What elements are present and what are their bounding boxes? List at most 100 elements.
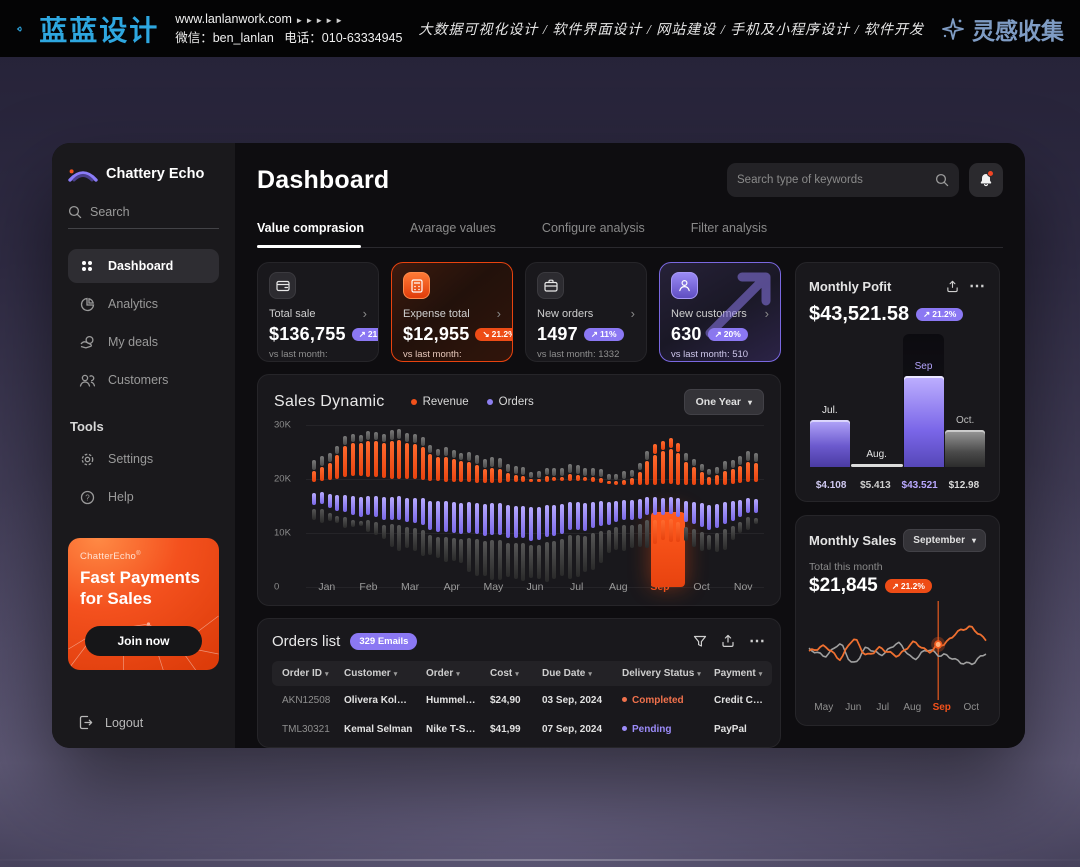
waveform-bar-segment bbox=[358, 496, 363, 517]
legend-dot-icon bbox=[486, 399, 493, 405]
waveform-bar-segment bbox=[676, 443, 681, 453]
waveform-bar-segment bbox=[412, 433, 417, 444]
waveform-bar-segment bbox=[490, 467, 495, 483]
table-row[interactable]: TML30321 Kemal Selman Nike T-Shirt $41,99 07… bbox=[272, 715, 772, 744]
waveform-bar-segment bbox=[459, 539, 464, 563]
waveform-bar-segment bbox=[629, 500, 634, 521]
waveform-bar-segment bbox=[684, 453, 689, 461]
growth-arrow-decoration bbox=[705, 272, 771, 338]
waveform-bar-segment bbox=[567, 535, 572, 579]
chevron-right-icon[interactable]: › bbox=[496, 306, 501, 321]
tab-avarage-values[interactable]: Avarage values bbox=[409, 221, 496, 235]
waveform-bar-segment bbox=[513, 466, 518, 474]
waveform-bar-segment bbox=[350, 443, 355, 477]
waveform-bar-segment bbox=[614, 473, 619, 481]
waveform-bar-segment bbox=[498, 503, 503, 536]
waveform-bar-segment bbox=[606, 501, 611, 525]
notifications-button[interactable] bbox=[969, 163, 1003, 197]
logout-button[interactable]: Logout bbox=[68, 709, 219, 730]
waveform-bar-segment bbox=[513, 543, 518, 579]
sidebar-item-my-deals[interactable]: My deals bbox=[68, 325, 219, 359]
waveform-bar-segment bbox=[645, 461, 650, 485]
join-now-button[interactable]: Join now bbox=[85, 625, 202, 656]
stat-card-new-orders[interactable]: New orders › 1497 ↗ 11% vs last month: 133… bbox=[525, 262, 647, 362]
waveform-bar-segment bbox=[560, 504, 565, 534]
chevron-right-icon[interactable]: › bbox=[362, 306, 367, 321]
sidebar-search[interactable] bbox=[68, 205, 219, 229]
waveform-bar-segment bbox=[381, 497, 386, 520]
sidebar-item-dashboard[interactable]: Dashboard bbox=[68, 249, 219, 283]
trend-badge: ↗ 11% bbox=[583, 327, 624, 342]
sidebar-item-label: My deals bbox=[108, 335, 159, 349]
waveform-bar-segment bbox=[544, 505, 549, 537]
main-search[interactable] bbox=[727, 163, 959, 197]
sidebar-item-settings[interactable]: Settings bbox=[68, 442, 219, 476]
waveform-bar-segment bbox=[343, 436, 348, 446]
bar-label: Sep bbox=[914, 361, 933, 373]
waveform-bar-segment bbox=[699, 472, 704, 486]
more-options-icon[interactable]: ⋯ bbox=[749, 633, 766, 650]
waveform-bar-segment bbox=[319, 456, 324, 467]
column-header[interactable]: Customer ▾ bbox=[338, 661, 420, 686]
waveform-bar-segment bbox=[498, 540, 503, 581]
sidebar-search-input[interactable] bbox=[90, 205, 200, 219]
legend-item: Orders bbox=[486, 396, 534, 408]
filter-icon[interactable] bbox=[693, 635, 707, 648]
waveform-bar-segment bbox=[660, 451, 665, 485]
column-header[interactable]: Order ID ▾ bbox=[272, 661, 338, 686]
stat-value: $136,755 bbox=[269, 324, 346, 344]
stat-card-new-customers[interactable]: New customers › 630 ↗ 20% vs last month: 5… bbox=[659, 262, 781, 362]
monthly-sales-title: Monthly Sales bbox=[809, 533, 897, 548]
stat-card-total-sale[interactable]: Total sale › $136,755 ↗21.2% vs last mont… bbox=[257, 262, 379, 362]
stat-card-expense-total[interactable]: Expense total › $12,955 ↘21.2% vs last mo… bbox=[391, 262, 513, 362]
more-options-icon[interactable]: ⋯ bbox=[969, 278, 986, 295]
month-selector[interactable]: September ▾ bbox=[903, 529, 986, 552]
export-icon[interactable] bbox=[946, 280, 959, 293]
waveform-bar-segment bbox=[598, 501, 603, 526]
waveform-bar-segment bbox=[746, 517, 751, 530]
status-dot bbox=[622, 726, 627, 731]
x-axis-label: Oct bbox=[963, 702, 980, 713]
waveform-bar-segment bbox=[381, 524, 386, 539]
chevron-right-icon[interactable]: › bbox=[764, 306, 769, 321]
table-row[interactable]: AKN12508 Olivera Kolman Hummel S... $24,90 0… bbox=[272, 686, 772, 715]
waveform-bar-segment bbox=[676, 521, 681, 543]
waveform-bar-segment bbox=[567, 474, 572, 481]
waveform-bar-segment bbox=[327, 453, 332, 463]
sidebar-item-help[interactable]: ? Help bbox=[68, 480, 219, 514]
waveform-bar-segment bbox=[614, 526, 619, 550]
main-search-input[interactable] bbox=[737, 174, 935, 186]
sidebar-item-customers[interactable]: Customers bbox=[68, 363, 219, 397]
waveform-bar-segment bbox=[498, 468, 503, 483]
waveform-bar-segment bbox=[684, 526, 689, 542]
waveform-bar-segment bbox=[730, 501, 735, 522]
waveform-bar-segment bbox=[405, 526, 410, 548]
waveform-bar-segment bbox=[560, 538, 565, 577]
column-header[interactable]: Due Date ▾ bbox=[536, 661, 616, 686]
total-this-month-label: Total this month bbox=[809, 561, 883, 573]
waveform-bar-segment bbox=[436, 537, 441, 558]
waveform-bar-segment bbox=[467, 462, 472, 483]
sidebar-item-label: Analytics bbox=[108, 297, 159, 311]
waveform-bar-segment bbox=[738, 466, 743, 483]
chevron-right-icon[interactable]: › bbox=[630, 306, 635, 321]
gridline bbox=[306, 533, 764, 534]
waveform-bar-segment bbox=[521, 505, 526, 539]
chevron-down-icon: ▾ bbox=[393, 671, 398, 678]
waveform-bar-segment bbox=[707, 476, 712, 486]
waveform-bar-segment bbox=[505, 464, 510, 472]
column-header[interactable]: Order ▾ bbox=[420, 661, 484, 686]
sidebar-item-analytics[interactable]: Analytics bbox=[68, 287, 219, 321]
tab-value-comprasion[interactable]: Value comprasion bbox=[257, 221, 364, 235]
column-header[interactable]: Delivery Status ▾ bbox=[616, 661, 708, 686]
waveform-bar-segment bbox=[358, 442, 363, 477]
column-header[interactable]: Payment ▾ bbox=[708, 661, 772, 686]
column-header[interactable]: Cost ▾ bbox=[484, 661, 536, 686]
tab-configure-analysis[interactable]: Configure analysis bbox=[541, 221, 645, 235]
range-selector[interactable]: One Year ▾ bbox=[683, 389, 764, 415]
waveform-bar-segment bbox=[591, 502, 596, 529]
waveform-bar-segment bbox=[529, 545, 534, 579]
tab-filter-analysis[interactable]: Filter analysis bbox=[690, 221, 768, 235]
waveform-bar-segment bbox=[699, 463, 704, 472]
export-icon[interactable] bbox=[721, 634, 735, 648]
